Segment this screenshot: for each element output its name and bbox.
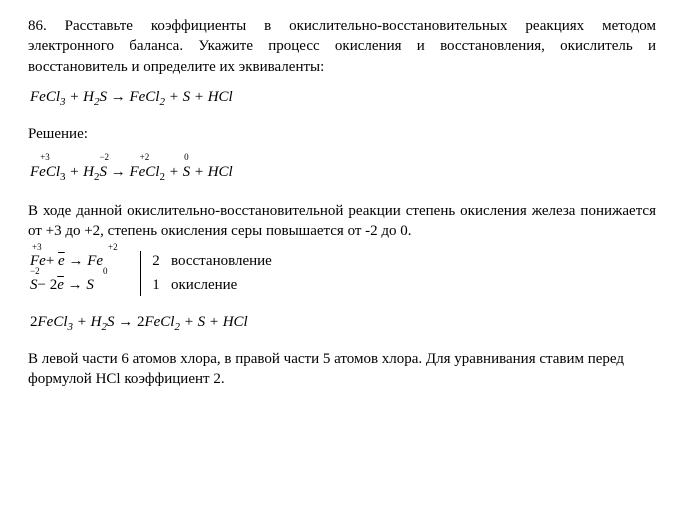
eq2-hcl: HCl [223,314,248,330]
os-fecl2-txt: FeCl [129,164,159,180]
os-arrow: → [107,164,130,180]
eq2-plus3: + [205,314,223,330]
bal1-lhs-os: +3 [32,241,42,253]
bal2-op: − 2 [38,277,58,293]
explanation-1: В ходе данной окислительно-восстановител… [28,201,656,242]
eq2-c1: 2 [30,314,38,330]
eq2-plus2: + [180,314,198,330]
eq1-fecl2: FeCl [129,89,159,105]
eq1-fecl3: FeCl [30,89,60,105]
problem-number: 86. [28,18,47,34]
balance-row-2: −2 S− 2e → 0S [30,275,132,295]
eq1-h: H [83,89,94,105]
balance-row-1: +3 Fe+ e → +2Fe [30,251,132,271]
eq1-s2: S [183,89,191,105]
bal2-lhs: S [30,277,38,293]
os-s-txt: S [99,164,107,180]
bal1-label: восстановление [171,251,272,271]
bal1-num: 2 [149,251,163,271]
bal2-lhs-os: −2 [30,265,40,277]
os-s: −2S [99,162,107,182]
eq1-arrow: → [107,89,130,105]
eq2-fecl2: FeCl [144,314,174,330]
os-fe2-top: +2 [129,151,159,163]
equation-balanced: 2FeCl3 + H2S → 2FeCl2 + S + HCl [30,312,656,335]
os-fe3-top: +3 [30,151,60,163]
bal2-e: e [57,277,64,293]
os-fecl2: +2FeCl [129,162,159,182]
eq2-arrow: → [114,314,137,330]
os-s2-top: 0 [183,151,191,163]
os-s2: 0S [183,162,191,182]
bal1-rhs-os: +2 [108,241,118,253]
bal2-arrow: → [64,277,87,293]
balance-row-1b: 2 восстановление [149,251,272,271]
bal2-eq: −2 S− 2e → 0S [30,275,132,295]
electron-balance: +3 Fe+ e → +2Fe −2 S− 2e → 0S 2 восстано… [30,251,656,296]
os-fecl3: +3FeCl [30,162,60,182]
eq1-hcl: HCl [208,89,233,105]
bal1-op: + [46,253,58,269]
bal2-label: окисление [171,275,237,295]
bal2-num: 1 [149,275,163,295]
os-s-top: −2 [99,151,107,163]
eq1-s: S [99,89,107,105]
eq2-h: H [91,314,102,330]
problem-text: Расставьте коэффициенты в окислительно-в… [28,18,656,75]
solution-label: Решение: [28,124,656,144]
bal1-e: e [58,253,65,269]
eq2-s2: S [198,314,206,330]
balance-nums-labels: 2 восстановление 1 окисление [149,251,272,296]
eq1-plus1: + [66,89,84,105]
os-plus3: + [190,164,208,180]
balance-row-2b: 1 окисление [149,275,272,295]
os-h: H [83,164,94,180]
balance-equations: +3 Fe+ e → +2Fe −2 S− 2e → 0S [30,251,132,296]
bal2-rhs-os: 0 [103,265,108,277]
os-s2-txt: S [183,164,191,180]
os-plus1: + [66,164,84,180]
eq1-plus3: + [190,89,208,105]
problem-statement: 86. Расставьте коэффициенты в окислитель… [28,16,656,77]
os-fecl3-txt: FeCl [30,164,60,180]
bal1-rhs: Fe [87,253,103,269]
explanation-2: В левой части 6 атомов хлора, в правой ч… [28,349,656,390]
bal1-eq: +3 Fe+ e → +2Fe [30,251,132,271]
bal1-arrow: → [65,253,88,269]
balance-divider [140,251,141,296]
os-hcl: HCl [208,164,233,180]
equation-initial: FeCl3 + H2S → FeCl2 + S + HCl [30,87,656,110]
bal2-rhs: S [86,277,94,293]
eq1-plus2: + [165,89,183,105]
equation-with-oxstates: +3FeCl3 + H2−2S → +2FeCl2 + 0S + HCl [30,162,656,185]
eq2-plus1: + [73,314,91,330]
eq2-fecl3: FeCl [38,314,68,330]
os-plus2: + [165,164,183,180]
